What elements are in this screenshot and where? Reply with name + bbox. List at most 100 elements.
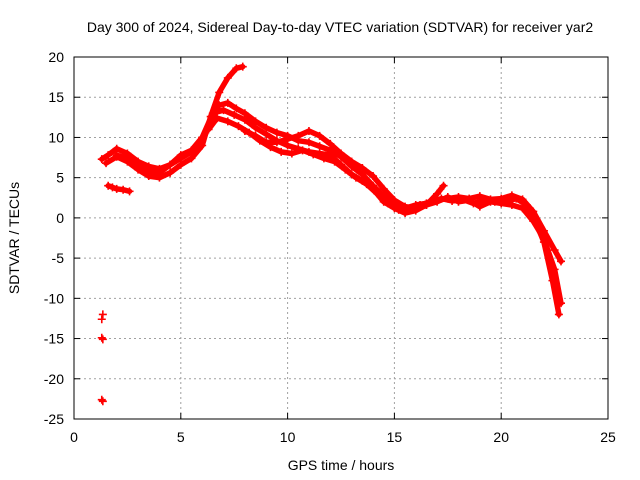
x-tick-label: 20 — [493, 429, 509, 445]
data-point — [390, 196, 399, 205]
x-tick-label: 0 — [70, 429, 78, 445]
y-tick-label: -10 — [44, 290, 64, 306]
data-point — [155, 168, 164, 177]
x-axis-label: GPS time / hours — [288, 457, 395, 473]
data-point — [102, 159, 111, 168]
data-point — [433, 189, 442, 198]
data-point — [187, 146, 196, 155]
data-point — [230, 110, 239, 119]
data-point — [215, 88, 224, 97]
data-point — [394, 205, 403, 214]
data-point — [287, 149, 296, 158]
data-point — [97, 315, 106, 324]
data-point — [315, 142, 324, 151]
y-tick-label: 10 — [48, 129, 64, 145]
data-point — [176, 160, 185, 169]
data-point — [166, 160, 175, 169]
data-point — [98, 310, 107, 319]
y-tick-label: 15 — [48, 89, 64, 105]
y-tick-label: -5 — [52, 250, 65, 266]
y-tick-label: -25 — [44, 411, 64, 427]
y-axis-label: SDTVAR / TECUs — [6, 182, 22, 294]
data-point — [219, 106, 228, 115]
data-point — [125, 187, 134, 196]
data-point — [304, 127, 313, 136]
data-point — [187, 154, 196, 163]
data-point — [277, 147, 286, 156]
data-point — [104, 181, 113, 190]
series-track — [99, 100, 564, 265]
data-point — [411, 204, 420, 213]
data-point — [351, 173, 360, 182]
data-point — [97, 333, 106, 342]
y-tick-label: 0 — [56, 210, 64, 226]
data-point — [283, 135, 292, 144]
data-point — [204, 125, 213, 134]
data-point — [358, 164, 367, 173]
data-point — [554, 310, 563, 319]
data-point — [112, 151, 121, 160]
x-axis-ticks: 0 5 10 15 20 25 — [70, 57, 616, 445]
data-point — [501, 197, 510, 206]
data-point — [234, 122, 243, 131]
data-point — [522, 201, 531, 210]
data-point — [112, 184, 121, 193]
data-point — [480, 196, 489, 205]
data-point — [458, 195, 467, 204]
data-point — [176, 151, 185, 160]
data-point — [108, 183, 117, 192]
data-point — [213, 114, 222, 123]
data-point — [439, 181, 448, 190]
data-point — [309, 150, 318, 159]
data-point — [98, 397, 107, 406]
y-axis-ticks: -25 -20 -15 -10 -5 0 5 10 15 20 — [44, 49, 608, 427]
data-point — [512, 194, 521, 203]
data-point — [298, 146, 307, 155]
x-tick-label: 5 — [177, 429, 185, 445]
series-track-f — [104, 181, 134, 196]
y-tick-label: 5 — [56, 170, 64, 186]
series-track — [205, 115, 562, 318]
data-point — [104, 151, 113, 160]
data-point — [208, 109, 217, 118]
data-point — [294, 131, 303, 140]
data-point — [166, 168, 175, 177]
data-point — [304, 138, 313, 147]
data-point — [240, 115, 249, 124]
x-tick-label: 10 — [280, 429, 296, 445]
data-point — [262, 138, 271, 147]
data-point — [123, 154, 132, 163]
series-track — [113, 107, 564, 306]
data-point — [369, 172, 378, 181]
plot-frame — [73, 56, 609, 420]
data-point — [251, 123, 260, 132]
data-point — [238, 62, 247, 71]
x-tick-label: 25 — [600, 429, 616, 445]
data-point — [490, 197, 499, 206]
series-track-d — [204, 114, 563, 319]
y-tick-label: 20 — [48, 49, 64, 65]
data-point — [362, 180, 371, 189]
data-point — [134, 159, 143, 168]
data-point — [330, 157, 339, 166]
data-point — [272, 128, 281, 137]
data-point — [422, 201, 431, 210]
data-point — [119, 185, 128, 194]
data-point — [251, 131, 260, 140]
x-tick-label: 15 — [387, 429, 403, 445]
data-point — [550, 246, 559, 255]
data-points — [97, 62, 566, 406]
grid-lines — [74, 57, 608, 419]
data-point — [337, 149, 345, 158]
data-point — [262, 130, 271, 139]
data-point — [341, 165, 350, 174]
data-point — [401, 202, 410, 211]
data-point — [97, 395, 106, 404]
data-point — [448, 196, 457, 205]
data-point — [347, 157, 356, 166]
data-point — [315, 131, 324, 140]
data-point — [319, 154, 328, 163]
series-track-a — [97, 98, 566, 266]
data-point — [198, 133, 207, 142]
